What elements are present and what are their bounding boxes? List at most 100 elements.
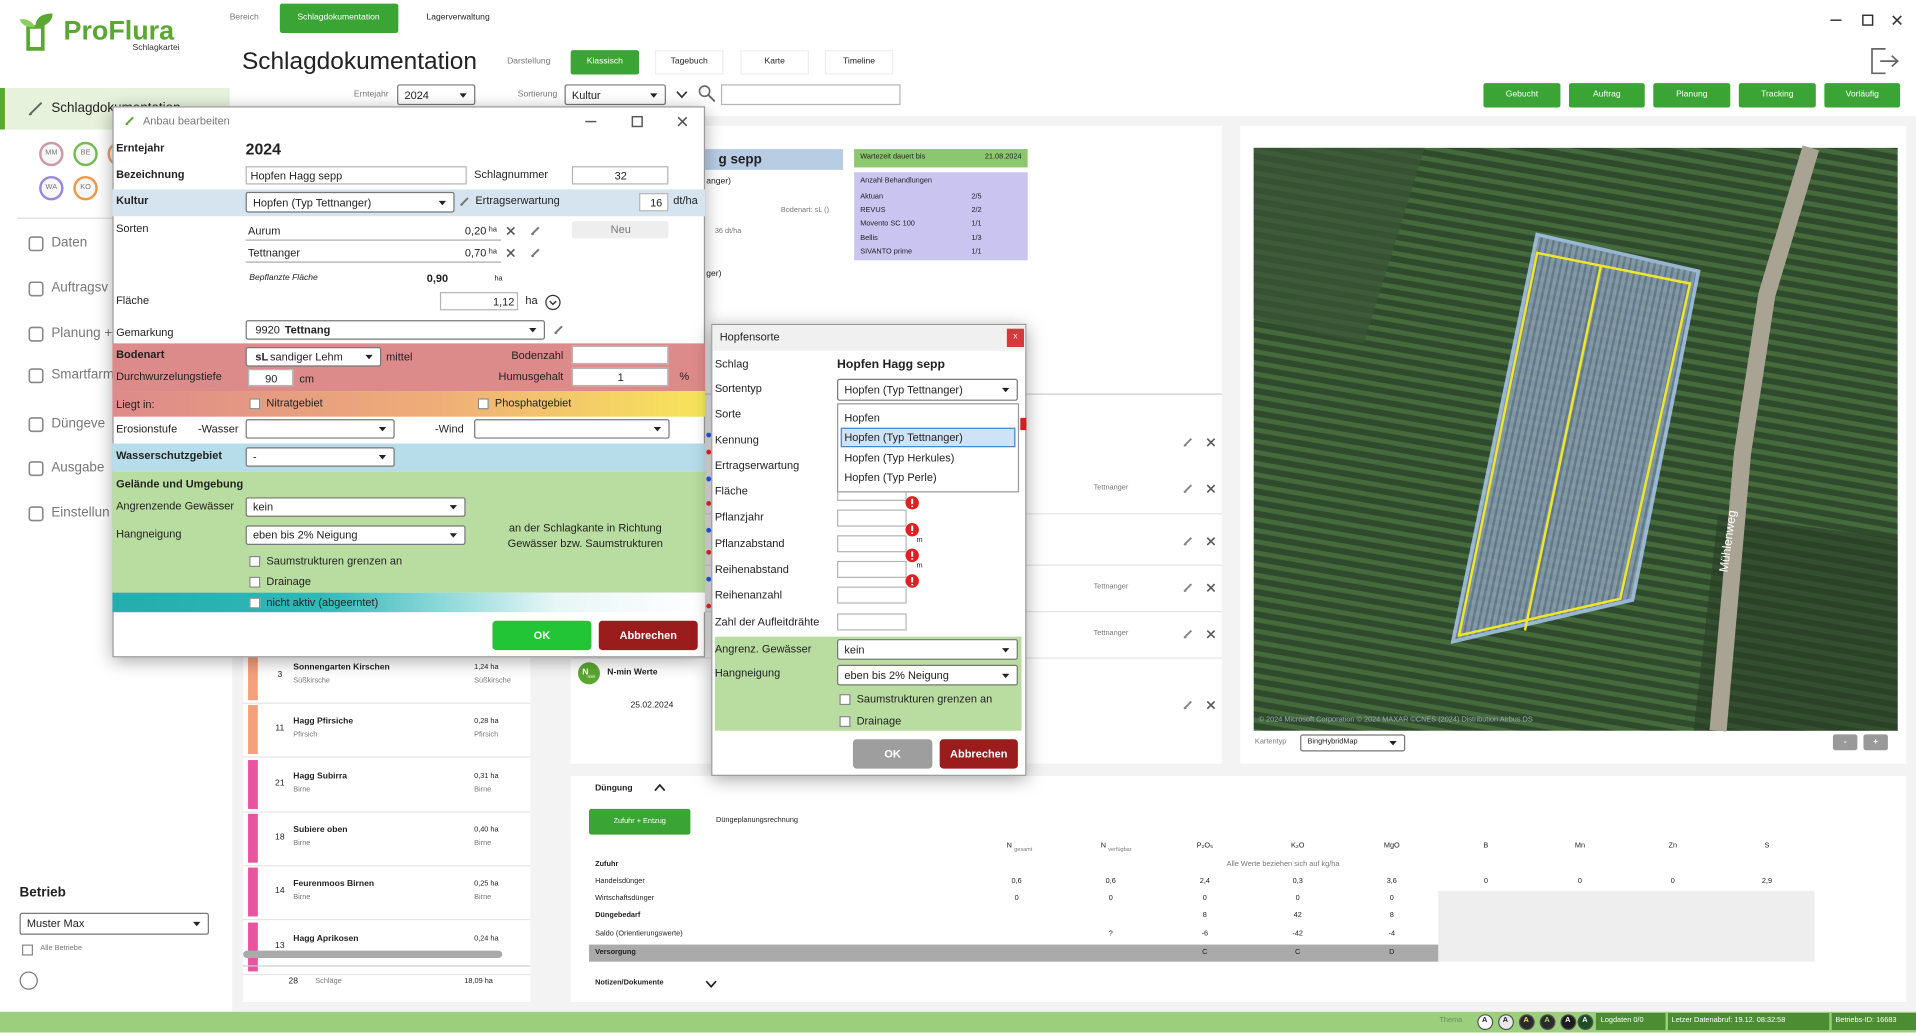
chev-icon[interactable] bbox=[1388, 738, 1398, 748]
cancel-button[interactable] bbox=[598, 620, 698, 651]
checkbox[interactable] bbox=[248, 555, 260, 567]
view-button[interactable] bbox=[740, 50, 809, 75]
user-avatar[interactable] bbox=[73, 141, 98, 167]
pen-icon[interactable] bbox=[554, 325, 564, 335]
checkbox[interactable] bbox=[838, 693, 850, 705]
select[interactable] bbox=[837, 378, 1018, 401]
chev-icon[interactable] bbox=[1001, 645, 1011, 655]
x-icon[interactable] bbox=[676, 115, 687, 126]
x-icon[interactable] bbox=[1206, 484, 1216, 494]
pen-icon[interactable] bbox=[1183, 700, 1193, 710]
user-avatar[interactable] bbox=[39, 141, 64, 167]
pen-icon[interactable] bbox=[1183, 629, 1193, 639]
action-button[interactable] bbox=[1738, 83, 1816, 108]
chev-icon[interactable] bbox=[649, 90, 659, 100]
select[interactable] bbox=[245, 497, 466, 517]
chev-icon[interactable] bbox=[458, 90, 468, 100]
theme-button[interactable] bbox=[1576, 1013, 1593, 1030]
options[interactable]: Hopfen (Typ Tettnanger) bbox=[844, 431, 963, 444]
select[interactable] bbox=[245, 191, 455, 213]
select[interactable] bbox=[19, 912, 209, 935]
input[interactable] bbox=[639, 193, 669, 212]
input[interactable] bbox=[571, 345, 669, 365]
input[interactable] bbox=[720, 84, 901, 106]
chev-icon[interactable] bbox=[1001, 670, 1011, 680]
select[interactable] bbox=[1300, 734, 1406, 752]
select[interactable] bbox=[245, 525, 466, 545]
options[interactable]: Hopfen (Typ Herkules) bbox=[844, 451, 955, 464]
chev-icon[interactable] bbox=[192, 919, 202, 929]
action-button[interactable] bbox=[1824, 83, 1901, 108]
pen-icon[interactable] bbox=[28, 101, 43, 116]
x-icon[interactable] bbox=[1206, 629, 1216, 639]
action-button[interactable] bbox=[1653, 83, 1731, 108]
view-button[interactable] bbox=[824, 50, 894, 75]
chev-icon[interactable] bbox=[653, 424, 663, 434]
button[interactable] bbox=[571, 221, 669, 239]
input[interactable] bbox=[571, 367, 669, 387]
cancel-button[interactable] bbox=[939, 739, 1018, 769]
select[interactable] bbox=[245, 419, 395, 439]
pen-icon[interactable] bbox=[530, 226, 540, 236]
checkbox[interactable] bbox=[838, 715, 850, 727]
select[interactable] bbox=[397, 84, 476, 106]
x-icon[interactable] bbox=[506, 248, 516, 258]
x-icon[interactable] bbox=[1206, 437, 1216, 447]
input[interactable] bbox=[439, 292, 519, 311]
chev-icon[interactable] bbox=[1001, 385, 1011, 395]
checkbox[interactable] bbox=[248, 397, 260, 409]
x-icon[interactable] bbox=[506, 226, 516, 236]
tab-button[interactable] bbox=[279, 3, 399, 33]
chev-icon[interactable] bbox=[528, 325, 538, 335]
input[interactable] bbox=[245, 166, 467, 185]
select[interactable] bbox=[245, 447, 395, 467]
tab-button[interactable] bbox=[588, 808, 691, 835]
input[interactable] bbox=[837, 535, 907, 553]
zoom-button[interactable] bbox=[1832, 734, 1858, 751]
input[interactable] bbox=[837, 613, 907, 631]
satellite-map[interactable] bbox=[1253, 145, 1898, 732]
select[interactable] bbox=[245, 320, 545, 340]
chev-icon[interactable] bbox=[378, 424, 388, 434]
zoom-button[interactable] bbox=[1863, 734, 1888, 751]
checkbox[interactable] bbox=[248, 576, 260, 588]
theme-button[interactable] bbox=[1559, 1013, 1576, 1030]
ok-button[interactable] bbox=[492, 620, 592, 651]
pen-icon[interactable] bbox=[1183, 484, 1193, 494]
select[interactable] bbox=[245, 347, 382, 367]
input[interactable] bbox=[571, 166, 669, 185]
theme-button[interactable] bbox=[1539, 1013, 1555, 1030]
pen-icon[interactable] bbox=[459, 197, 469, 207]
checkbox[interactable] bbox=[477, 397, 489, 409]
user-avatar[interactable] bbox=[39, 175, 64, 201]
chev-icon[interactable] bbox=[437, 197, 447, 207]
checkbox[interactable] bbox=[21, 943, 33, 955]
x-icon[interactable] bbox=[1206, 536, 1216, 546]
help-icon[interactable] bbox=[19, 971, 38, 990]
scrollbar[interactable] bbox=[243, 950, 503, 959]
pen-icon[interactable] bbox=[125, 116, 135, 126]
action-button[interactable] bbox=[1483, 83, 1561, 108]
input[interactable] bbox=[837, 560, 907, 578]
pen-icon[interactable] bbox=[1183, 437, 1193, 447]
x-icon[interactable] bbox=[1206, 700, 1216, 710]
theme-button[interactable] bbox=[1497, 1013, 1514, 1030]
close-button[interactable] bbox=[1006, 328, 1024, 348]
chev-icon[interactable] bbox=[448, 502, 458, 512]
pen-icon[interactable] bbox=[1183, 583, 1193, 593]
view-button[interactable] bbox=[654, 50, 724, 75]
x-icon[interactable] bbox=[1206, 583, 1216, 593]
theme-button[interactable] bbox=[1518, 1013, 1535, 1030]
options[interactable]: Hopfen (Typ Perle) bbox=[844, 471, 937, 484]
pen-icon[interactable] bbox=[1183, 536, 1193, 546]
input[interactable] bbox=[837, 509, 907, 527]
options[interactable]: Hopfen bbox=[844, 411, 880, 424]
select[interactable] bbox=[564, 84, 666, 106]
select[interactable] bbox=[837, 639, 1018, 660]
select[interactable] bbox=[474, 419, 670, 439]
view-button[interactable] bbox=[570, 50, 640, 75]
select[interactable] bbox=[837, 664, 1018, 686]
x-icon[interactable] bbox=[1891, 14, 1902, 25]
chev-icon[interactable] bbox=[448, 530, 458, 540]
theme-button[interactable] bbox=[1476, 1013, 1493, 1030]
